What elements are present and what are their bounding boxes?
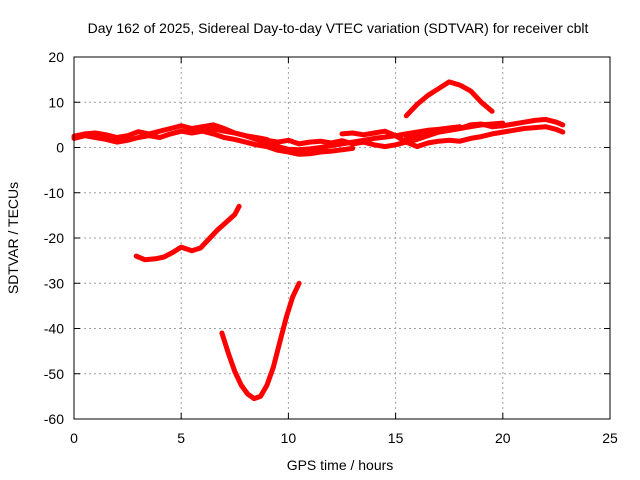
series-arc-6 <box>403 116 566 141</box>
series-arc-3 <box>189 122 463 153</box>
y-tick-label: -10 <box>44 185 64 201</box>
data-series <box>71 79 566 402</box>
y-tick-label: -20 <box>44 230 64 246</box>
y-tick-label: 10 <box>48 94 64 110</box>
y-tick-label: -40 <box>44 321 64 337</box>
series-arc-9 <box>219 280 302 402</box>
y-tick-label: -60 <box>44 411 64 427</box>
x-axis-label: GPS time / hours <box>287 457 394 473</box>
x-tick-label: 0 <box>70 430 78 446</box>
x-tick-label: 15 <box>388 430 404 446</box>
series-arc-8 <box>133 203 242 263</box>
x-tick-labels: 0 5 10 15 20 25 <box>70 430 618 446</box>
series-arc-7 <box>403 79 495 119</box>
axis-ticks <box>73 56 611 420</box>
series-arc-5 <box>339 124 566 150</box>
x-tick-label: 10 <box>281 430 297 446</box>
y-tick-labels: 20 10 0 -10 -20 -30 -40 -50 -60 <box>44 49 64 427</box>
y-tick-label: -30 <box>44 275 64 291</box>
series-arc-2 <box>71 128 356 157</box>
y-axis-label: SDTVAR / TECUs <box>5 182 21 294</box>
x-tick-label: 25 <box>602 430 618 446</box>
y-tick-label: 20 <box>48 49 64 65</box>
y-tick-label: -50 <box>44 366 64 382</box>
x-tick-label: 20 <box>495 430 511 446</box>
grid <box>74 57 610 419</box>
y-tick-label: 0 <box>56 140 64 156</box>
x-tick-label: 5 <box>177 430 185 446</box>
chart-title: Day 162 of 2025, Sidereal Day-to-day VTE… <box>88 20 589 36</box>
